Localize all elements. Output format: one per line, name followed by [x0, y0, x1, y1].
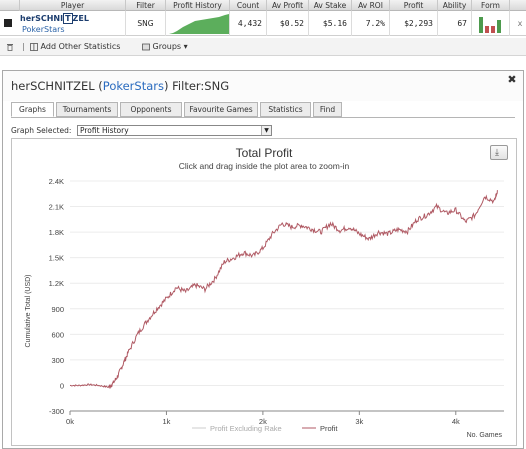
header-player[interactable]: Player [20, 0, 126, 11]
filter-cell: SNG [126, 11, 166, 36]
y-tick-label: 1.5K [49, 254, 64, 263]
graph-selected-label: Graph Selected: [11, 126, 72, 135]
x-tick-label: 0k [66, 417, 74, 426]
form-bar [479, 17, 483, 33]
remove-row-button[interactable]: x [517, 19, 523, 28]
y-tick-label: 300 [51, 356, 64, 365]
header-ability[interactable]: Ability [438, 0, 472, 11]
tab-statistics[interactable]: Statistics [260, 102, 311, 117]
panel-title: herSCHNITZEL (PokerStars) Filter:SNG [11, 79, 230, 93]
form-bar [491, 26, 495, 33]
chart-container[interactable]: ⤓ Total Profit Click and drag inside the… [11, 138, 517, 446]
profit-history-sparkline [169, 14, 229, 34]
chart-title: Total Profit [236, 146, 293, 160]
x-axis-label: No. Games [467, 432, 503, 439]
groups-icon [142, 43, 150, 50]
tab-favourite-games[interactable]: Favourite Games [184, 102, 258, 117]
header-count[interactable]: Count [230, 0, 267, 11]
table-header: Player Filter Profit History Count Av Pr… [0, 0, 526, 11]
tab-find[interactable]: Find [313, 102, 342, 117]
y-tick-label: 2.4K [49, 177, 64, 186]
header-form[interactable]: Form [472, 0, 510, 11]
form-bar [497, 20, 501, 33]
chevron-down-icon: ▼ [261, 126, 271, 135]
header-av-profit[interactable]: Av Profit [267, 0, 309, 11]
graph-select-value: Profit History [80, 126, 129, 135]
header-av-stake[interactable]: Av Stake [309, 0, 352, 11]
y-tick-label: 600 [51, 330, 64, 339]
profit-series-line [69, 190, 498, 390]
av-stake-cell: $5.16 [309, 11, 352, 36]
stats-toolbar: Add Other Statistics Groups ▾ [0, 38, 526, 56]
chart-legend: Profit Excluding Rake Profit [192, 424, 338, 433]
row-select-checkbox[interactable] [4, 19, 12, 27]
y-tick-label: 0 [60, 381, 64, 390]
x-tick-label: 4k [452, 417, 460, 426]
legend-item-profit[interactable]: Profit [320, 424, 338, 433]
add-statistics-button[interactable]: Add Other Statistics [30, 41, 120, 53]
tab-opponents[interactable]: Opponents [120, 102, 182, 117]
profit-history-cell[interactable] [166, 11, 230, 36]
y-tick-label: 900 [51, 305, 64, 314]
chevron-down-icon: ▾ [183, 42, 188, 51]
header-profit-history[interactable]: Profit History [166, 0, 230, 11]
player-stats-table: Player Filter Profit History Count Av Pr… [0, 0, 526, 40]
profit-cell: $2,293 [390, 11, 438, 36]
panel-header: herSCHNITZEL (PokerStars) Filter:SNG ✖ [3, 71, 523, 101]
tab-tournaments[interactable]: Tournaments [56, 102, 118, 117]
av-profit-cell: $0.52 [267, 11, 309, 36]
download-icon[interactable]: ⤓ [490, 145, 508, 160]
x-tick-label: 2k [259, 417, 267, 426]
trash-icon[interactable] [6, 41, 14, 53]
x-tick-label: 1k [162, 417, 170, 426]
site-link[interactable]: PokerStars [102, 79, 164, 93]
chart-subtitle: Click and drag inside the plot area to z… [179, 161, 350, 171]
table-row[interactable]: herSCHNI T ZEL PokerStars SNG 4,432 $0.52 … [0, 11, 526, 36]
header-profit[interactable]: Profit [390, 0, 438, 11]
y-axis-label: Cumulative Total (USD) [25, 274, 32, 347]
form-indicator [476, 11, 508, 36]
divider-icon [20, 41, 28, 53]
header-select [0, 0, 20, 11]
y-tick-label: 2.1K [49, 203, 64, 212]
tab-graphs[interactable]: Graphs [11, 102, 54, 117]
y-tick-label: 1.2K [49, 279, 64, 288]
groups-button[interactable]: Groups ▾ [142, 41, 188, 53]
form-cell [472, 11, 510, 36]
header-av-roi[interactable]: Av ROI [352, 0, 390, 11]
count-cell: 4,432 [230, 11, 267, 36]
add-columns-icon [30, 42, 38, 51]
x-tick-label: 3k [355, 417, 363, 426]
player-name[interactable]: herSCHNI T ZEL [20, 13, 89, 24]
player-site: PokerStars [22, 25, 65, 34]
graph-select-dropdown[interactable]: Profit History ▼ [77, 125, 272, 136]
y-tick-label: -300 [49, 407, 64, 416]
form-bar [485, 26, 489, 33]
tab-divider [11, 117, 515, 118]
profit-chart[interactable]: Total Profit Click and drag inside the p… [12, 139, 516, 445]
legend-item-rake[interactable]: Profit Excluding Rake [210, 424, 282, 433]
groups-label: Groups [152, 42, 182, 51]
av-roi-cell: 7.2% [352, 11, 390, 36]
player-cell[interactable]: herSCHNI T ZEL PokerStars [0, 11, 126, 36]
ability-cell: 67 [438, 11, 472, 36]
y-tick-label: 1.8K [49, 228, 64, 237]
close-icon[interactable]: ✖ [507, 73, 517, 86]
player-detail-panel: herSCHNITZEL (PokerStars) Filter:SNG ✖ G… [2, 70, 524, 449]
header-filter[interactable]: Filter [126, 0, 166, 11]
add-statistics-label: Add Other Statistics [40, 42, 121, 51]
